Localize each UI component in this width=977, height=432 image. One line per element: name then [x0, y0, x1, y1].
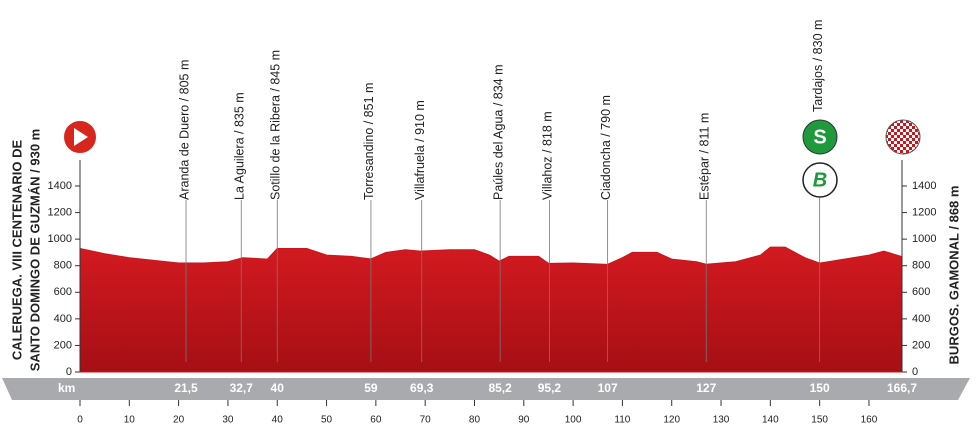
- y-tick-label: 600: [54, 286, 72, 298]
- waypoint-label: Tardajos / 830 m: [811, 20, 825, 112]
- waypoint-label-group: Aranda de Duero / 805 m: [177, 60, 191, 200]
- waypoint-label-group: La Aguilera / 835 m: [233, 92, 247, 200]
- start-arrow: [74, 128, 88, 146]
- km-bar: [2, 378, 970, 400]
- x-tick-label: 160: [861, 415, 878, 426]
- y-tick-label: 200: [54, 339, 72, 351]
- x-tick-label: 40: [272, 415, 284, 426]
- x-tick-label: 0: [77, 415, 83, 426]
- km-label: 95,2: [538, 381, 562, 395]
- km-label: 32,7: [230, 381, 254, 395]
- x-tick-label: 60: [370, 415, 382, 426]
- start-label: SANTO DOMINGO DE GUZMÁN / 930 m: [27, 129, 42, 371]
- y-tick-label: 1000: [912, 233, 936, 245]
- y-tick-label: 1000: [48, 233, 72, 245]
- y-tick-label: 600: [912, 286, 930, 298]
- start-label: CALERUEGA. VIII CENTENARIO DE: [9, 140, 24, 361]
- x-tick-label: 10: [124, 415, 136, 426]
- x-tick-label: 30: [222, 415, 234, 426]
- waypoint-label-group: Tardajos / 830 m: [811, 20, 825, 112]
- y-tick-label: 1400: [48, 180, 72, 192]
- x-tick-label: 110: [614, 415, 630, 426]
- y-tick-label: 0: [66, 366, 72, 378]
- waypoint-label-group: Torresandino / 851 m: [362, 83, 376, 200]
- km-label: 59: [364, 381, 378, 395]
- waypoint-label: Aranda de Duero / 805 m: [177, 60, 191, 200]
- waypoint-label-group: Estépar / 811 m: [698, 113, 712, 200]
- y-tick-label: 0: [912, 366, 918, 378]
- y-tick-label: 1200: [912, 206, 936, 218]
- x-tick-label: 50: [321, 415, 333, 426]
- x-tick-label: 130: [713, 415, 730, 426]
- km-label: 85,2: [488, 381, 512, 395]
- bonus-letter: B: [813, 169, 827, 191]
- x-tick-label: 120: [663, 415, 680, 426]
- y-tick-label: 400: [912, 313, 930, 325]
- km-label: 150: [810, 381, 830, 395]
- y-tick-label: 200: [912, 339, 930, 351]
- x-tick-label: 100: [565, 415, 582, 426]
- x-tick-label: 150: [811, 415, 828, 426]
- x-tick-label: 90: [518, 415, 530, 426]
- x-tick-label: 20: [173, 415, 185, 426]
- waypoint-label: Torresandino / 851 m: [362, 83, 376, 200]
- waypoint-label-group: Villafruela / 910 m: [413, 100, 427, 200]
- km-unit: km: [58, 381, 75, 395]
- y-tick-label: 1400: [912, 180, 936, 192]
- x-tick-label: 140: [762, 415, 779, 426]
- waypoint-label: Paúles del Agua / 834 m: [491, 64, 505, 200]
- bonus-icon: [802, 162, 838, 198]
- finish-label: BURGOS. GAMONAL / 868 m: [946, 186, 961, 365]
- waypoint-label: Estépar / 811 m: [698, 113, 712, 200]
- km-label: 69,3: [410, 381, 434, 395]
- km-label: 40: [271, 381, 285, 395]
- x-tick-label: 70: [420, 415, 432, 426]
- y-tick-label: 1200: [48, 206, 72, 218]
- waypoint-label: Ciadoncha / 790 m: [599, 95, 613, 200]
- sprint-icon: [802, 119, 838, 155]
- finish-icon: [885, 119, 921, 155]
- y-tick-label: 800: [54, 260, 72, 272]
- y-tick-label: 800: [912, 260, 930, 272]
- waypoint-label-group: Paúles del Agua / 834 m: [491, 64, 505, 200]
- km-label: 107: [598, 381, 618, 395]
- km-label: 21,5: [174, 381, 198, 395]
- waypoint-label-group: Villahoz / 818 m: [541, 111, 555, 200]
- waypoint-label: La Aguilera / 835 m: [233, 92, 247, 200]
- waypoint-label-group: Sotillo de la Ribera / 845 m: [269, 50, 283, 200]
- waypoint-label-group: Ciadoncha / 790 m: [599, 95, 613, 200]
- y-tick-label: 400: [54, 313, 72, 325]
- sprint-letter: S: [813, 126, 826, 148]
- waypoint-label: Villahoz / 818 m: [541, 111, 555, 200]
- elevation-profile: [79, 246, 903, 373]
- waypoint-label: Villafruela / 910 m: [413, 100, 427, 200]
- km-label: 127: [696, 381, 716, 395]
- x-tick-label: 80: [469, 415, 481, 426]
- waypoint-label: Sotillo de la Ribera / 845 m: [269, 50, 283, 200]
- km-label: 166,7: [887, 381, 917, 395]
